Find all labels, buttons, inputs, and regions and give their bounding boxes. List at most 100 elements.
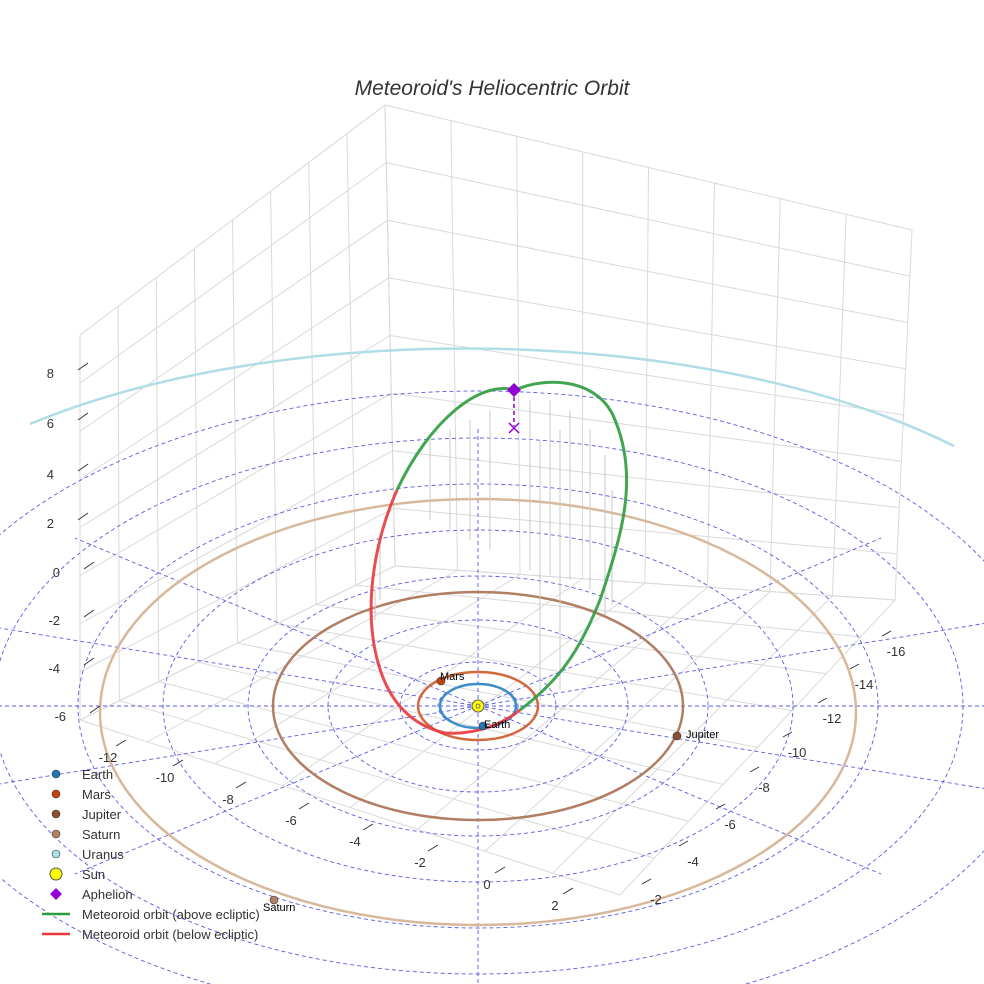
grid-line	[384, 104, 913, 231]
z-tick-mark	[83, 609, 95, 618]
legend-item: Earth	[51, 767, 113, 782]
x-tick-mark	[562, 887, 574, 895]
legend-label: Meteoroid orbit (above ecliptic)	[82, 907, 260, 922]
y-tick-mark	[641, 878, 652, 885]
y-tick-mark	[881, 630, 892, 637]
y-tick-mark	[715, 803, 726, 810]
z-tick-mark	[77, 463, 89, 472]
grid-line	[79, 219, 388, 432]
y-tick-label: -8	[758, 780, 770, 795]
legend-swatch	[51, 769, 61, 779]
mars-orbit	[416, 670, 540, 742]
reference-radial	[74, 537, 479, 707]
sun-marker	[471, 699, 485, 713]
x-tick-mark	[172, 759, 184, 767]
earth-orbit	[438, 682, 518, 730]
x-tick-label: -10	[156, 770, 175, 785]
grid-line	[388, 277, 906, 370]
y-tick-label: -14	[855, 677, 874, 692]
reference-radial	[477, 623, 984, 707]
x-tick-label: -6	[285, 813, 297, 828]
y-tick-label: -12	[823, 711, 842, 726]
legend-swatch	[49, 867, 63, 881]
grid-line	[386, 162, 910, 277]
legend: Earth Mars Jupiter Saturn Uranus Sun Aphelion M…	[42, 767, 260, 942]
x-tick-label: 0	[483, 877, 490, 892]
jupiter-orbit	[271, 590, 685, 822]
reference-radial	[74, 705, 479, 875]
x-tick-label: -2	[414, 855, 426, 870]
z-tick-label: 2	[47, 516, 54, 531]
legend-item: Meteoroid orbit (below ecliptic)	[42, 927, 258, 942]
y-tick-mark	[782, 731, 793, 738]
meteoroid-orbit-below	[369, 489, 521, 735]
z-tick-mark	[89, 705, 101, 714]
grid-line	[198, 661, 724, 785]
legend-label: Uranus	[82, 847, 124, 862]
grid-line	[392, 450, 900, 508]
grid-line	[79, 335, 391, 528]
grid-line	[552, 595, 833, 874]
x-tick-label: 2	[551, 898, 558, 913]
legend-label: Aphelion	[82, 887, 133, 902]
grid-line	[619, 599, 896, 896]
x-tick-mark	[427, 844, 439, 852]
grid-line	[484, 591, 771, 852]
legend-label: Saturn	[82, 827, 120, 842]
y-tick-mark	[749, 766, 760, 773]
z-tick-label: 6	[47, 416, 54, 431]
x-tick-label: -4	[349, 834, 361, 849]
legend-swatch	[51, 829, 61, 839]
legend-label: Jupiter	[82, 807, 122, 822]
z-tick-mark	[77, 512, 89, 521]
x-tick-mark	[494, 866, 506, 874]
legend-swatch	[51, 789, 61, 799]
y-tick-label: -16	[887, 644, 906, 659]
aphelion-projection-marker	[508, 422, 520, 434]
z-tick-label: -6	[54, 709, 66, 724]
z-tick-label: -2	[48, 613, 60, 628]
saturn-orbit	[98, 497, 858, 927]
reference-radial	[477, 537, 882, 707]
grid-line	[79, 277, 390, 480]
grid-line	[79, 162, 387, 384]
y-tick-label: -6	[724, 817, 736, 832]
legend-swatch	[51, 849, 61, 859]
meteoroid-orbit-above	[395, 380, 629, 712]
z-tick-label: -4	[48, 661, 60, 676]
y-tick-mark	[849, 663, 860, 670]
legend-label: Earth	[82, 767, 113, 782]
legend-item: Saturn	[51, 827, 120, 842]
legend-swatch	[50, 888, 62, 900]
y-tick-label: -10	[788, 745, 807, 760]
legend-item: Sun	[49, 867, 105, 882]
grid-line	[158, 681, 689, 822]
aphelion-marker	[507, 383, 521, 397]
grid-lines	[79, 104, 913, 896]
reference-ring	[0, 390, 984, 984]
z-tick-mark	[77, 412, 89, 421]
grid-line	[237, 642, 758, 748]
z-tick-label: 0	[53, 565, 60, 580]
x-tick-label: -12	[99, 750, 118, 765]
z-tick-mark	[77, 362, 89, 371]
x-tick-mark	[298, 802, 310, 810]
y-tick-mark	[817, 697, 828, 704]
earth-label: Earth	[484, 719, 510, 731]
drop-lines	[374, 400, 613, 700]
z-tick-label: 4	[47, 467, 54, 482]
grid-line	[119, 700, 655, 859]
legend-item: Jupiter	[51, 807, 122, 822]
y-tick-label: -2	[650, 892, 662, 907]
y-tick-mark	[678, 840, 689, 847]
legend-item: Meteoroid orbit (above ecliptic)	[42, 907, 260, 922]
earth-marker	[478, 721, 488, 731]
jupiter-label: Jupiter	[686, 729, 719, 741]
reference-radial	[0, 627, 479, 707]
legend-item: Mars	[51, 787, 111, 802]
mars-marker	[436, 676, 446, 686]
x-tick-mark	[115, 739, 127, 747]
x-tick-mark	[235, 781, 247, 789]
y-tick-label: -4	[687, 854, 699, 869]
grid-line	[79, 104, 386, 336]
